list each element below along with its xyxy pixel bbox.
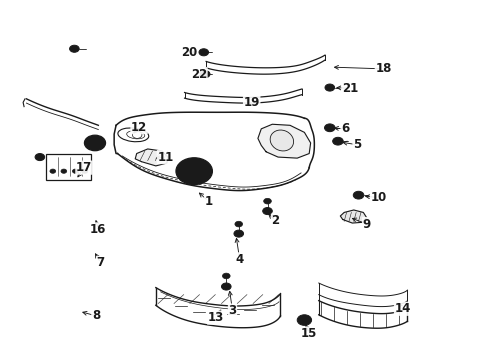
Circle shape: [324, 124, 334, 132]
Ellipse shape: [118, 128, 148, 142]
Text: 3: 3: [228, 304, 236, 317]
Circle shape: [325, 84, 334, 91]
Text: 16: 16: [90, 223, 106, 236]
Polygon shape: [257, 124, 310, 158]
Text: 8: 8: [92, 309, 100, 322]
Text: 17: 17: [76, 161, 92, 174]
Circle shape: [35, 154, 44, 161]
Circle shape: [297, 315, 311, 325]
Text: 9: 9: [362, 217, 370, 231]
Circle shape: [221, 283, 231, 290]
Ellipse shape: [269, 130, 293, 151]
Text: 13: 13: [207, 311, 224, 324]
Polygon shape: [340, 210, 366, 223]
Text: 2: 2: [271, 214, 279, 227]
Text: 11: 11: [157, 150, 173, 163]
Text: 19: 19: [243, 96, 259, 109]
Bar: [45, 154, 91, 180]
Text: 5: 5: [352, 138, 361, 151]
Circle shape: [50, 169, 56, 173]
Circle shape: [72, 169, 78, 173]
Text: 6: 6: [340, 122, 348, 135]
Circle shape: [234, 221, 242, 227]
Text: 4: 4: [235, 253, 244, 266]
Text: 10: 10: [370, 191, 386, 204]
Polygon shape: [135, 149, 167, 166]
Circle shape: [61, 169, 66, 173]
Circle shape: [262, 207, 272, 215]
Circle shape: [84, 135, 105, 151]
Text: 15: 15: [301, 327, 317, 340]
Text: 12: 12: [131, 121, 147, 134]
Circle shape: [69, 45, 79, 52]
Text: 1: 1: [204, 195, 212, 208]
Circle shape: [199, 49, 208, 56]
Text: 14: 14: [394, 302, 410, 315]
Text: 20: 20: [181, 46, 197, 59]
Circle shape: [233, 230, 243, 237]
Circle shape: [332, 137, 343, 145]
Circle shape: [352, 191, 363, 199]
Circle shape: [176, 158, 212, 185]
Circle shape: [200, 71, 209, 78]
Text: 22: 22: [190, 68, 207, 81]
Circle shape: [222, 273, 230, 279]
Text: 18: 18: [374, 62, 391, 75]
Text: 7: 7: [97, 256, 104, 269]
Text: 21: 21: [341, 82, 357, 95]
Circle shape: [263, 198, 271, 204]
Circle shape: [82, 169, 88, 173]
